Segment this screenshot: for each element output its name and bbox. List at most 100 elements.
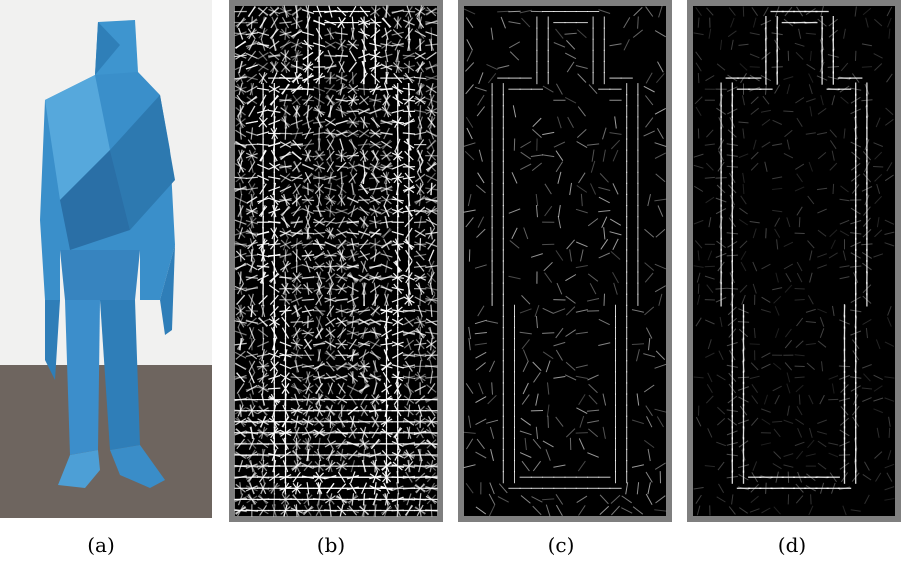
gradient-stroke <box>654 363 667 369</box>
gradient-stroke <box>372 149 379 162</box>
gradient-stroke <box>765 61 767 73</box>
gradient-stroke <box>828 252 838 259</box>
gradient-stroke <box>884 219 895 225</box>
gradient-stroke <box>862 397 872 402</box>
gradient-stroke <box>392 240 404 249</box>
gradient-stroke <box>248 360 256 372</box>
gradient-stroke <box>391 176 404 180</box>
gradient-stroke <box>306 105 310 118</box>
gradient-stroke <box>258 294 268 305</box>
gradient-stroke <box>346 354 360 357</box>
gradient-stroke <box>357 164 371 169</box>
gradient-stroke <box>250 16 253 29</box>
gradient-stroke <box>247 139 256 150</box>
gradient-stroke <box>827 66 839 68</box>
gradient-stroke <box>428 349 435 362</box>
gradient-stroke <box>358 30 371 37</box>
gradient-stroke <box>403 140 415 149</box>
gradient-stroke <box>358 319 371 325</box>
gradient-stroke <box>315 150 324 162</box>
gradient-stroke <box>524 437 527 451</box>
gradient-stroke <box>719 94 724 106</box>
gradient-stroke <box>324 318 336 326</box>
gradient-stroke <box>719 272 723 284</box>
gradient-stroke <box>281 83 290 95</box>
gradient-stroke <box>761 352 771 359</box>
gradient-stroke <box>862 7 872 16</box>
gradient-stroke <box>413 353 427 357</box>
gradient-stroke <box>295 282 298 295</box>
gradient-stroke <box>718 350 724 361</box>
gradient-stroke <box>696 505 701 516</box>
gradient-stroke <box>414 30 426 38</box>
gradient-stroke <box>279 174 292 182</box>
gradient-stroke <box>336 273 348 282</box>
gradient-stroke <box>820 28 824 40</box>
gradient-stroke <box>839 319 850 325</box>
gradient-stroke <box>391 109 404 114</box>
gradient-stroke <box>335 354 348 357</box>
gradient-stroke <box>477 94 485 106</box>
gradient-stroke <box>337 238 346 251</box>
gradient-stroke <box>416 61 425 73</box>
gradient-stroke <box>373 216 377 229</box>
gradient-stroke <box>369 108 382 115</box>
gradient-stroke <box>361 38 367 51</box>
gradient-stroke <box>716 240 726 249</box>
gradient-stroke <box>739 240 748 249</box>
gradient-stroke <box>281 117 290 128</box>
gradient-stroke <box>738 473 749 481</box>
gradient-stroke <box>234 63 247 71</box>
gradient-stroke <box>730 94 734 106</box>
gradient-stroke <box>727 395 738 404</box>
gradient-stroke <box>425 265 438 268</box>
gradient-stroke <box>403 52 415 60</box>
gradient-stroke <box>281 327 290 339</box>
gradient-stroke <box>609 231 622 236</box>
gradient-stroke <box>740 250 747 261</box>
gradient-stroke <box>269 162 280 171</box>
gradient-stroke <box>705 395 714 404</box>
gradient-stroke <box>315 383 324 394</box>
gradient-stroke <box>576 241 588 248</box>
gradient-stroke <box>474 342 487 346</box>
gradient-stroke <box>248 294 256 306</box>
gradient-stroke <box>306 82 310 96</box>
gradient-stroke <box>425 198 438 202</box>
gradient-stroke <box>418 193 422 207</box>
gradient-stroke <box>335 363 348 370</box>
gradient-stroke <box>363 82 366 96</box>
gradient-stroke <box>590 160 596 173</box>
gradient-stroke <box>362 71 366 85</box>
gradient-stroke <box>301 153 315 158</box>
gradient-stroke <box>603 227 606 240</box>
gradient-stroke <box>268 176 281 180</box>
gradient-stroke <box>576 407 588 414</box>
gradient-stroke <box>416 161 424 173</box>
gradient-stroke <box>350 371 356 384</box>
gradient-stroke <box>839 417 850 426</box>
gradient-stroke <box>305 216 311 229</box>
gradient-stroke <box>335 41 348 48</box>
gradient-stroke <box>427 383 436 394</box>
gradient-stroke <box>817 308 827 314</box>
gradient-stroke <box>282 238 289 251</box>
gradient-stroke <box>602 393 607 406</box>
gradient-stroke <box>717 406 726 415</box>
gradient-stroke <box>873 166 884 168</box>
gradient-stroke <box>576 29 587 39</box>
gradient-stroke <box>290 208 303 215</box>
gradient-stroke <box>396 127 399 140</box>
gradient-stroke <box>395 94 401 107</box>
gradient-stroke <box>338 61 345 73</box>
gradient-stroke <box>478 382 484 395</box>
gradient-stroke <box>246 96 258 104</box>
gradient-stroke <box>380 140 393 149</box>
gradient-stroke <box>282 260 289 273</box>
gradient-stroke <box>391 330 404 336</box>
gradient-stroke <box>248 183 256 195</box>
gradient-stroke <box>727 74 738 82</box>
gradient-stroke <box>290 176 303 180</box>
gradient-stroke <box>795 384 804 393</box>
gradient-stroke <box>414 52 426 60</box>
